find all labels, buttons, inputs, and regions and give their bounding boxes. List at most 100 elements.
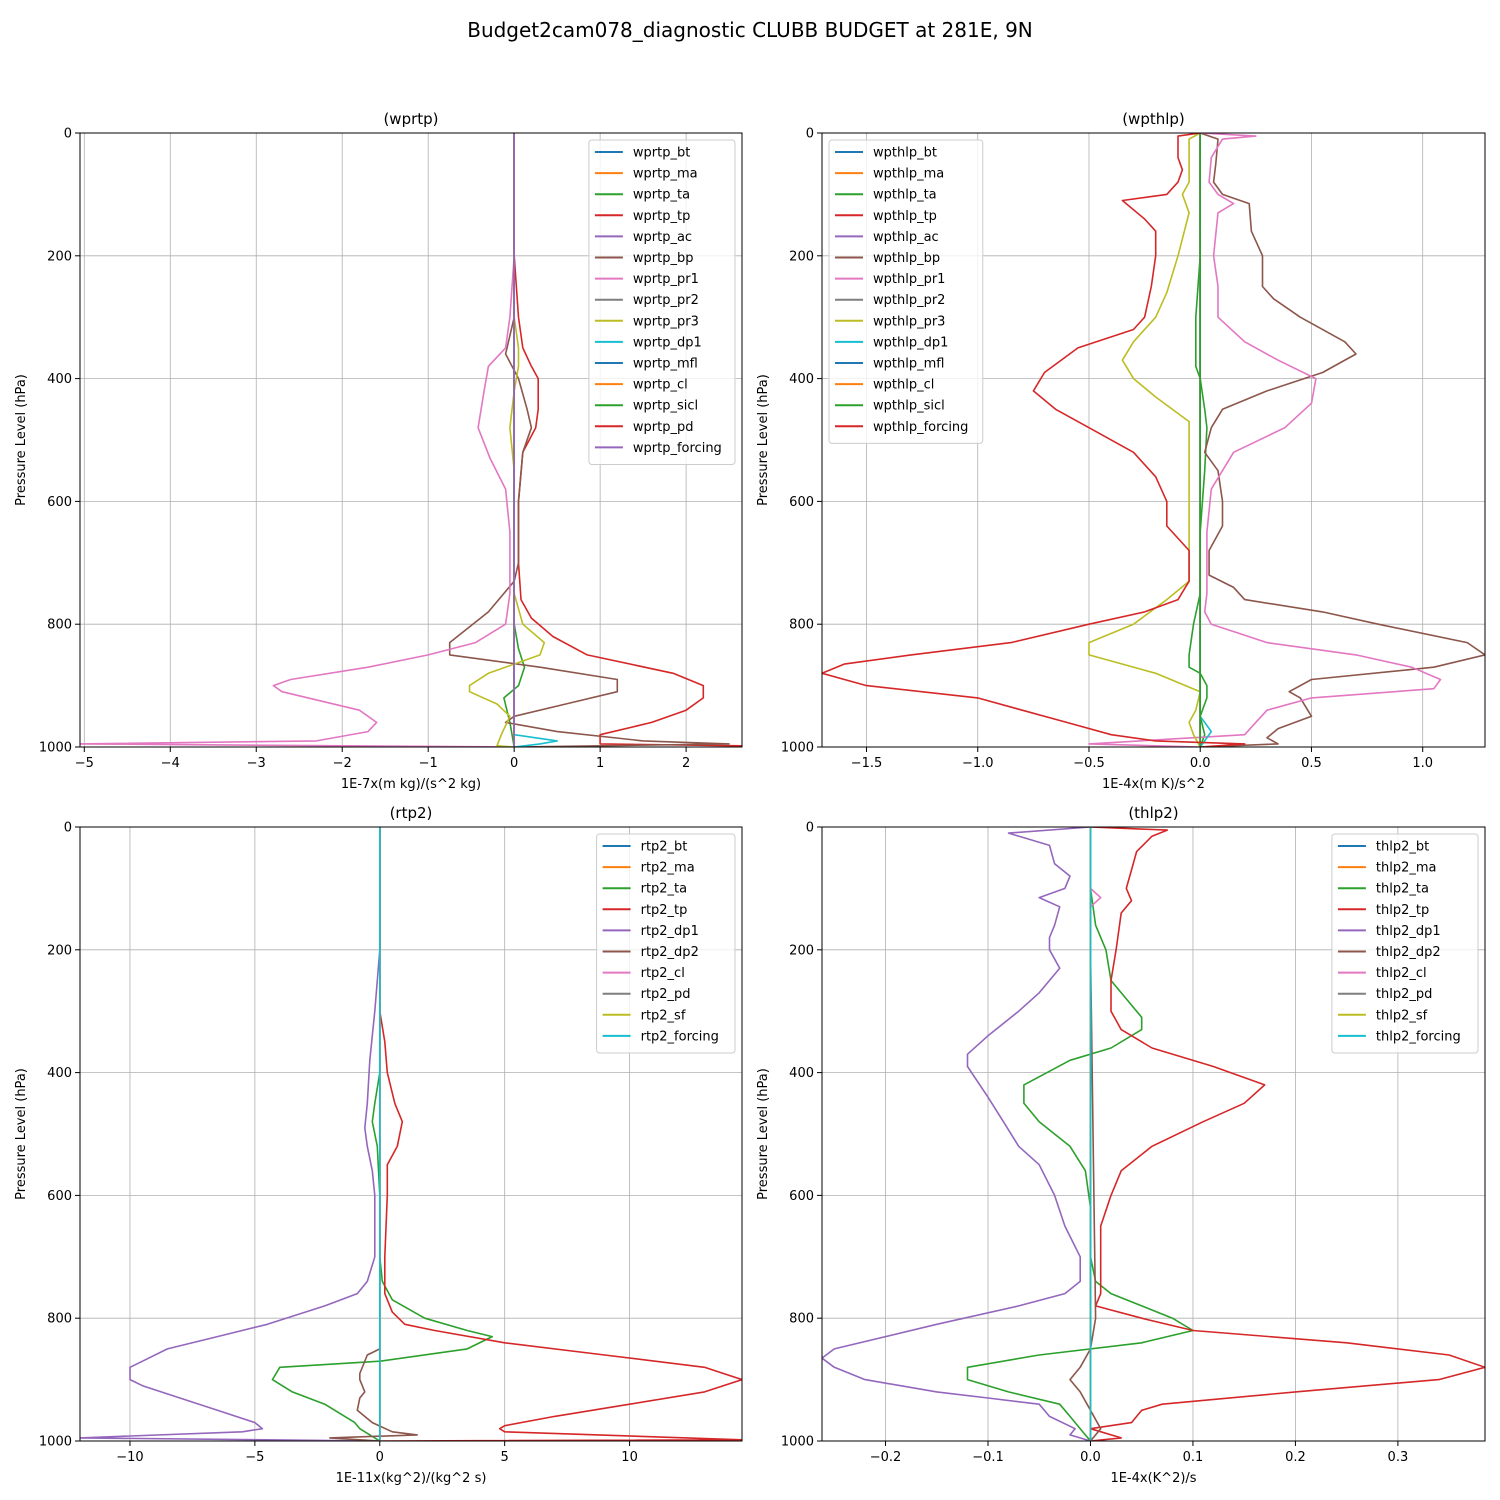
x-tick-label: 0.2 (1285, 1450, 1306, 1465)
y-tick-label: 200 (47, 943, 72, 958)
y-tick-label: 0 (806, 127, 814, 142)
series-group (822, 133, 1485, 747)
series-line-thlp2_dp1 (822, 827, 1091, 1441)
y-tick-label: 400 (789, 372, 814, 387)
legend-label-wpthlp_tp: wpthlp_tp (873, 209, 937, 224)
x-tick-label: −1.0 (962, 756, 994, 771)
x-axis-label: 1E-7x(m kg)/(s^2 kg) (341, 777, 481, 792)
legend-label-wpthlp_forcing: wpthlp_forcing (873, 420, 968, 435)
y-axis-label: Pressure Level (hPa) (756, 374, 771, 506)
y-tick-label: 600 (789, 1189, 814, 1204)
legend-label-thlp2_pd: thlp2_pd (1376, 987, 1432, 1002)
series-group (822, 827, 1485, 1441)
series-group (80, 827, 742, 1441)
x-tick-label: 0.5 (1301, 756, 1322, 771)
legend: wprtp_bt wprtp_ma wprtp_ta wprtp_tp wprtp_ac… (588, 139, 736, 465)
legend-label-wpthlp_pr3: wpthlp_pr3 (873, 314, 945, 329)
x-axis-label: 1E-4x(K^2)/s (1110, 1471, 1196, 1486)
chart-panel-thlp2: −0.2 −0.1 0.0 0.1 0.2 0.3 0 200 400 600 800 1000 (th… (756, 804, 1486, 1486)
legend-label-rtp2_cl: rtp2_cl (641, 966, 685, 981)
legend-label-wprtp_dp1: wprtp_dp1 (633, 335, 702, 350)
legend-label-thlp2_bt: thlp2_bt (1376, 840, 1429, 855)
y-tick-label: 400 (47, 372, 72, 387)
series-line-thlp2_ta (966, 827, 1194, 1441)
y-tick-label: 400 (789, 1066, 814, 1081)
series-line-wpthlp_forcing (822, 133, 1246, 747)
legend-label-wpthlp_sicl: wpthlp_sicl (873, 399, 945, 414)
y-tick-label: 200 (789, 249, 814, 264)
legend: thlp2_bt thlp2_ma thlp2_ta thlp2_tp thlp2_dp… (1331, 833, 1479, 1054)
y-tick-label: 600 (789, 495, 814, 510)
legend-label-wprtp_ac: wprtp_ac (633, 230, 692, 245)
legend-box (588, 139, 736, 465)
y-axis-label: Pressure Level (hPa) (14, 1068, 29, 1200)
legend-label-wprtp_ma: wprtp_ma (633, 167, 698, 182)
y-tick-label: 800 (47, 1312, 72, 1327)
x-tick-label: −5 (75, 756, 94, 771)
series-line-rtp2_dp2 (328, 827, 419, 1441)
legend-label-wprtp_bt: wprtp_bt (633, 146, 690, 161)
legend-label-wprtp_bp: wprtp_bp (633, 251, 694, 266)
plot-frame (79, 826, 743, 1442)
series-line-wpthlp_ta (1188, 133, 1208, 747)
x-tick-label: 0.0 (1190, 756, 1211, 771)
y-tick-label: 800 (47, 618, 72, 633)
legend-label-wpthlp_ac: wpthlp_ac (873, 230, 939, 245)
legend-label-rtp2_dp1: rtp2_dp1 (641, 924, 699, 939)
y-tick-label: 1000 (781, 1435, 814, 1450)
legend-label-wprtp_pd: wprtp_pd (633, 420, 694, 435)
x-tick-label: −5 (245, 1450, 264, 1465)
legend-label-wprtp_ta: wprtp_ta (633, 188, 690, 203)
series-line-wprtp_pr3 (468, 133, 546, 747)
series-line-wprtp_tp (513, 133, 742, 747)
legend-label-wprtp_sicl: wprtp_sicl (633, 399, 698, 414)
legend-label-thlp2_tp: thlp2_tp (1376, 903, 1429, 918)
x-tick-label: −1.5 (851, 756, 883, 771)
y-tick-label: 0 (64, 821, 72, 836)
legend-label-thlp2_ma: thlp2_ma (1376, 861, 1437, 876)
legend-label-thlp2_forcing: thlp2_forcing (1376, 1029, 1461, 1044)
y-tick-label: 800 (789, 1312, 814, 1327)
figure-title: Budget2cam078_diagnostic CLUBB BUDGET at… (467, 18, 1033, 42)
x-tick-label: 0.0 (1080, 1450, 1101, 1465)
plot-frame (79, 132, 743, 748)
legend-label-rtp2_dp2: rtp2_dp2 (641, 945, 699, 960)
panel-title: (wprtp) (383, 110, 438, 128)
legend-label-wpthlp_ma: wpthlp_ma (873, 167, 944, 182)
y-tick-label: 400 (47, 1066, 72, 1081)
series-line-wprtp_bp (448, 133, 730, 747)
legend-label-wpthlp_bt: wpthlp_bt (873, 146, 937, 161)
x-tick-label: −0.2 (870, 1450, 902, 1465)
y-tick-label: 1000 (781, 741, 814, 756)
y-tick-label: 200 (47, 249, 72, 264)
legend-label-thlp2_dp1: thlp2_dp1 (1376, 924, 1441, 939)
series-line-wpthlp_pr3 (1088, 133, 1201, 747)
chart-panel-wprtp: −5 −4 −3 −2 −1 0 1 2 0 200 400 600 800 1000 (wprtp) 1E-… (14, 110, 743, 792)
legend-label-thlp2_cl: thlp2_cl (1376, 966, 1427, 981)
x-axis-label: 1E-11x(kg^2)/(kg^2 s) (336, 1471, 487, 1486)
legend-label-thlp2_dp2: thlp2_dp2 (1376, 945, 1441, 960)
y-tick-label: 800 (789, 618, 814, 633)
y-tick-label: 600 (47, 495, 72, 510)
panel-title: (thlp2) (1128, 804, 1178, 822)
y-tick-label: 0 (64, 127, 72, 142)
legend-label-wprtp_forcing: wprtp_forcing (633, 441, 722, 456)
x-tick-label: −10 (116, 1450, 143, 1465)
x-tick-label: 10 (621, 1450, 638, 1465)
legend-label-rtp2_ma: rtp2_ma (641, 861, 695, 876)
y-tick-label: 600 (47, 1189, 72, 1204)
legend-label-wpthlp_bp: wpthlp_bp (873, 251, 940, 266)
y-tick-label: 200 (789, 943, 814, 958)
series-line-thlp2_dp2 (1069, 827, 1102, 1441)
x-tick-label: 0.1 (1183, 1450, 1204, 1465)
x-tick-label: −1 (419, 756, 438, 771)
legend-label-wpthlp_cl: wpthlp_cl (873, 378, 934, 393)
legend-label-rtp2_tp: rtp2_tp (641, 903, 688, 918)
series-line-thlp2_tp (1089, 827, 1485, 1441)
series-line-rtp2_ta (271, 827, 494, 1441)
legend-label-rtp2_ta: rtp2_ta (641, 882, 688, 897)
legend-label-thlp2_sf: thlp2_sf (1376, 1008, 1428, 1023)
x-axis-label: 1E-4x(m K)/s^2 (1102, 777, 1205, 792)
legend-label-wprtp_cl: wprtp_cl (633, 378, 688, 393)
